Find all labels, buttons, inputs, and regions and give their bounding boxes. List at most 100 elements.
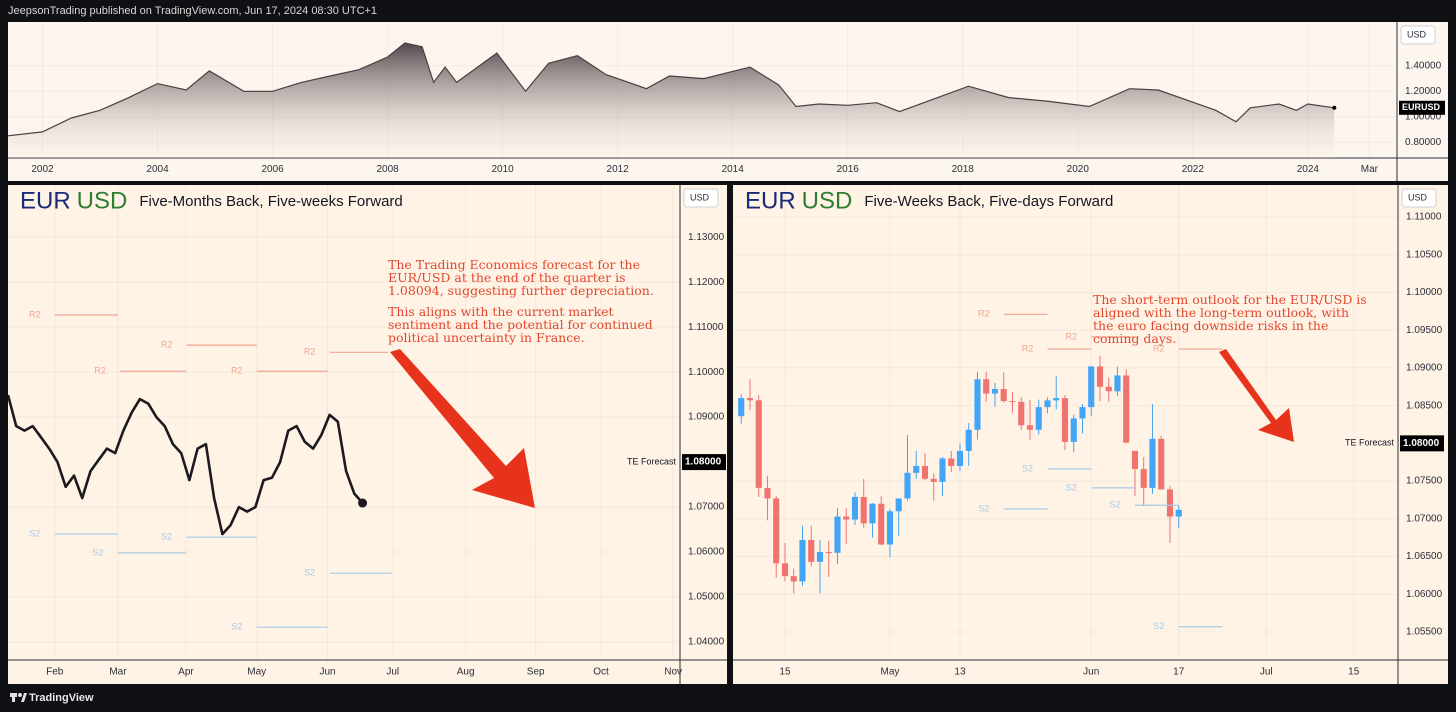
price-tag-label: 1.08000 xyxy=(685,457,722,468)
x-tick-label: Aug xyxy=(457,667,475,678)
y-tick-label: 1.05000 xyxy=(688,592,725,603)
y-tick-label: 1.11000 xyxy=(688,322,724,333)
candle-body xyxy=(1026,425,1034,430)
line xyxy=(6,394,364,536)
candle-body xyxy=(755,400,762,488)
candle-body xyxy=(834,516,841,553)
candle-body xyxy=(746,398,754,401)
x-tick-label: 2018 xyxy=(952,164,975,175)
x-tick-label: 2004 xyxy=(146,164,169,175)
price-tag xyxy=(682,454,726,471)
x-tick-label: 2008 xyxy=(376,164,399,175)
candle-body xyxy=(869,503,876,524)
candle-body xyxy=(1009,401,1016,403)
candle-body xyxy=(1131,450,1139,470)
y-tick-label: 1.10500 xyxy=(1406,249,1443,260)
x-tick-label: May xyxy=(881,667,900,678)
candle-body xyxy=(1175,509,1182,517)
pivot-label: S2 xyxy=(29,528,40,538)
candle-body xyxy=(1114,375,1121,392)
y-unit: USD xyxy=(1408,192,1428,202)
area-fill xyxy=(8,43,1335,158)
legend-label: EURUSD xyxy=(1402,102,1441,112)
y-tick-label: 1.00000 xyxy=(1405,111,1442,122)
title-quote: USD xyxy=(77,187,128,214)
series-tag xyxy=(1399,100,1445,115)
y-tick-label: 1.10000 xyxy=(688,367,725,378)
y-tick-label: 1.11000 xyxy=(1406,212,1442,223)
annotation: The Trading Economics forecast for the E… xyxy=(388,258,660,352)
candle-body xyxy=(1044,400,1051,408)
pivot-label: S2 xyxy=(92,547,103,557)
candle-body xyxy=(913,466,920,473)
candle-body xyxy=(781,563,789,577)
y-tick-label: 1.20000 xyxy=(1405,86,1442,97)
candle-body xyxy=(1088,366,1095,408)
candle-body xyxy=(851,496,859,520)
y-tick-label: 1.40000 xyxy=(1405,60,1442,71)
annotation-text: The Trading Economics forecast for the E… xyxy=(388,257,654,298)
pivot-label: R2 xyxy=(231,366,243,376)
pivot-label: R2 xyxy=(1153,343,1165,353)
candle-body xyxy=(983,379,990,394)
candle-body xyxy=(878,503,885,545)
candle-body xyxy=(1070,418,1077,442)
panel xyxy=(733,185,1448,684)
pivot-label: R2 xyxy=(94,366,106,376)
candle-body xyxy=(1061,398,1069,442)
y-tick-label: 1.10000 xyxy=(1406,287,1443,298)
y-unit: USD xyxy=(1407,29,1427,39)
price-tag-label: 1.08000 xyxy=(1403,438,1440,449)
pivot-label: R2 xyxy=(1065,331,1077,341)
candle-body xyxy=(1166,489,1174,517)
candle-body xyxy=(886,511,894,545)
pivot-label: S2 xyxy=(1153,621,1164,631)
candle-body xyxy=(816,552,824,562)
footer-logo: TradingView xyxy=(29,692,94,704)
x-tick-label: Jul xyxy=(1260,667,1273,678)
title-quote: USD xyxy=(802,187,853,214)
candle-body xyxy=(956,450,964,467)
y-tick-label: 1.06000 xyxy=(1406,589,1443,600)
candle-body xyxy=(825,552,832,554)
y-tick-label: 1.06000 xyxy=(688,547,725,558)
pivot-label: R2 xyxy=(1022,343,1034,353)
y-tick-label: 1.09000 xyxy=(1406,363,1443,374)
unit-box xyxy=(1401,188,1437,208)
candle-body xyxy=(1158,438,1165,490)
y-tick-label: 1.06500 xyxy=(1406,551,1443,562)
candle-body xyxy=(965,429,972,451)
unit-box xyxy=(1400,25,1436,45)
panel xyxy=(8,185,727,684)
candle-body xyxy=(904,472,911,499)
x-tick-label: May xyxy=(247,667,266,678)
annotation-text: This aligns with the current market sent… xyxy=(388,304,653,345)
x-tick-label: Feb xyxy=(46,667,64,678)
x-tick-label: 2014 xyxy=(722,164,745,175)
title-base: EUR xyxy=(745,187,796,214)
title: Five-Months Back, Five-weeks Forward xyxy=(139,193,402,210)
y-tick-label: 1.04000 xyxy=(688,637,725,648)
pivot-label: S2 xyxy=(1066,482,1077,492)
x-tick-label: Nov xyxy=(664,667,682,678)
candle-body xyxy=(799,539,806,582)
pivot-label: S2 xyxy=(161,532,172,542)
candle-body xyxy=(1000,389,1007,402)
title-base: EUR xyxy=(20,187,71,214)
candle-body xyxy=(948,458,955,467)
candle-body xyxy=(1079,407,1086,419)
x-tick-label: Jun xyxy=(1083,667,1099,678)
annotation: The short-term outlook for the EUR/USD i… xyxy=(1093,293,1368,353)
candle-body xyxy=(974,379,981,430)
candle-body xyxy=(1140,469,1147,488)
title: Five-Weeks Back, Five-days Forward xyxy=(864,193,1113,210)
pivot-label: S2 xyxy=(304,568,315,578)
candle-body xyxy=(1105,386,1112,392)
x-tick-label: Jun xyxy=(319,667,335,678)
candle-body xyxy=(808,539,815,562)
pivot-label: S2 xyxy=(978,503,989,513)
annotation-text: The short-term outlook for the EUR/USD i… xyxy=(1093,292,1367,346)
x-tick-label: Apr xyxy=(178,667,194,678)
arrow xyxy=(1219,349,1294,442)
